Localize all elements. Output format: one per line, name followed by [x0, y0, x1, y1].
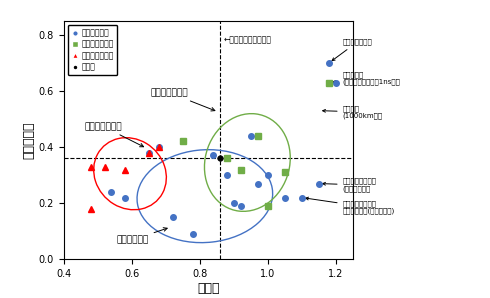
- Text: ←全トピックの平均値: ←全トピックの平均値: [223, 35, 271, 44]
- Text: 単一スピン量子: 単一スピン量子: [332, 38, 372, 60]
- Text: 量子通信・暗号: 量子通信・暗号: [150, 88, 215, 111]
- Y-axis label: 国際競争力: 国際競争力: [23, 121, 36, 159]
- Legend: 量子情報処理, 量子通信・暗号, 量子センシング, 新材料: 量子情報処理, 量子通信・暗号, 量子センシング, 新材料: [68, 25, 118, 75]
- Text: 量子中継
(1000km超）: 量子中継 (1000km超）: [322, 105, 383, 119]
- Text: 量子センシング: 量子センシング: [84, 122, 144, 147]
- Text: ハイブリッド量子
コンピュータ(超伝・金属): ハイブリッド量子 コンピュータ(超伝・金属): [306, 197, 395, 215]
- X-axis label: 重要度: 重要度: [197, 282, 220, 295]
- Text: 量子シミュレータ
(汎用・拡張）: 量子シミュレータ (汎用・拡張）: [322, 178, 377, 192]
- Text: 量子情報処理: 量子情報処理: [117, 228, 167, 244]
- Text: 量子センサ
(コヒーレンス時間1ns超）: 量子センサ (コヒーレンス時間1ns超）: [333, 71, 400, 86]
